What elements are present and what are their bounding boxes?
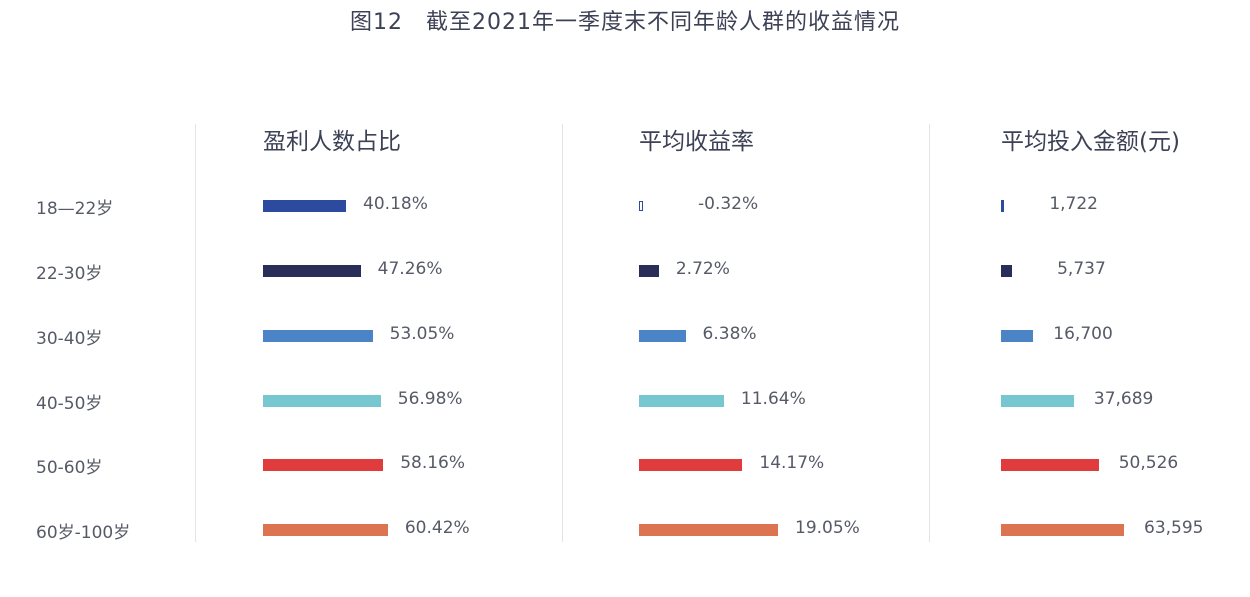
value-label: 19.05% [795, 518, 860, 538]
row-label: 50-60岁 [36, 458, 103, 478]
bar [1001, 459, 1099, 471]
value-label: 14.17% [759, 453, 825, 473]
panel-header: 盈利人数占比 [263, 129, 401, 155]
bar [639, 395, 724, 407]
value-label: 58.16% [400, 453, 466, 473]
chart-title: 图12 截至2021年一季度末不同年龄人群的收益情况 [350, 10, 900, 35]
bar [1001, 265, 1013, 277]
value-label: 50,526 [1118, 453, 1179, 473]
value-label: 56.98% [397, 389, 463, 409]
bar [639, 330, 686, 342]
bar [639, 201, 643, 211]
bar [639, 265, 659, 277]
value-label: 53.05% [389, 324, 455, 344]
divider-3 [929, 124, 930, 542]
row-label: 40-50岁 [36, 394, 103, 414]
value-label: 37,689 [1093, 389, 1154, 409]
value-label: 40.18% [363, 194, 428, 214]
value-label: 60.42% [404, 518, 470, 538]
panel-header: 平均投入金额(元) [1001, 129, 1180, 155]
bar [263, 395, 381, 407]
bar [1001, 200, 1005, 212]
row-label: 22-30岁 [36, 264, 103, 284]
row-label: 18—22岁 [36, 199, 114, 219]
bar [263, 459, 384, 471]
divider-1 [195, 124, 196, 542]
value-label: 5,737 [1057, 259, 1106, 279]
value-label: 16,700 [1053, 324, 1113, 344]
value-label: 47.26% [377, 259, 443, 279]
bar [263, 330, 373, 342]
value-label: 63,595 [1144, 518, 1204, 538]
row-label: 60岁-100岁 [36, 523, 131, 543]
bar [1001, 395, 1074, 407]
value-label: 6.38% [702, 324, 757, 344]
bar [263, 265, 361, 277]
value-label: 11.64% [740, 389, 806, 409]
divider-2 [562, 124, 563, 542]
bar [263, 524, 388, 536]
value-label: -0.32% [698, 194, 759, 214]
value-label: 1,722 [1049, 194, 1098, 214]
row-label: 30-40岁 [36, 329, 103, 349]
panel-header: 平均收益率 [639, 129, 754, 155]
bar [639, 524, 778, 536]
bar [1001, 330, 1034, 342]
value-label: 2.72% [675, 259, 730, 279]
bar [639, 459, 743, 471]
bar [1001, 524, 1124, 536]
bar [263, 200, 347, 212]
